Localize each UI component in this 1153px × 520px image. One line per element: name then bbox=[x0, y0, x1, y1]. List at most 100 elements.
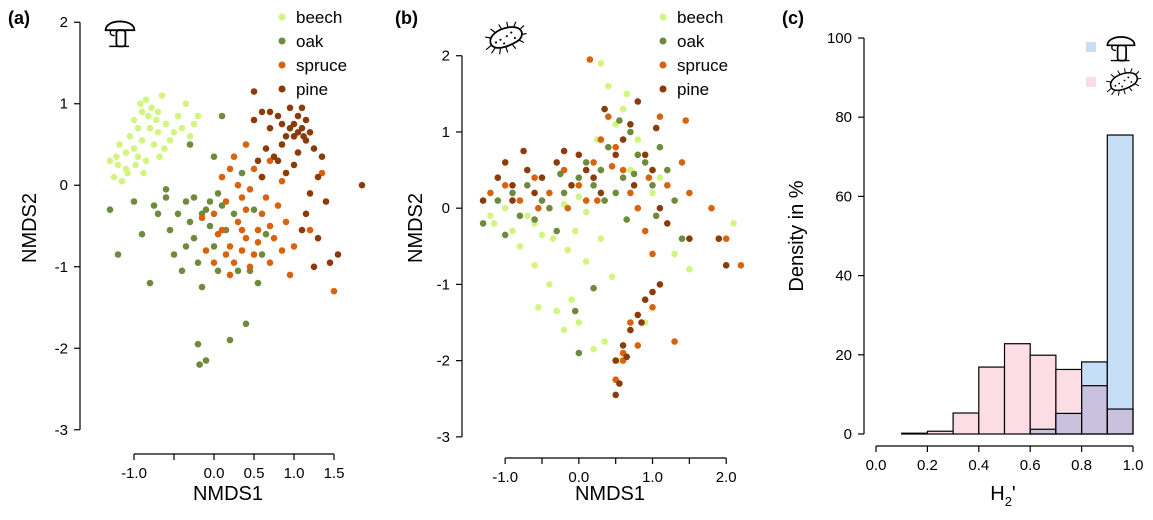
point-pine bbox=[568, 182, 575, 189]
point-spruce bbox=[214, 230, 222, 238]
point-beech bbox=[582, 208, 590, 216]
point-oak bbox=[130, 198, 138, 205]
point-beech bbox=[487, 212, 494, 220]
point-spruce bbox=[708, 204, 715, 212]
y-tick-label: 1 bbox=[442, 124, 450, 141]
point-spruce bbox=[242, 206, 250, 213]
point-pine bbox=[649, 288, 656, 296]
point-oak bbox=[630, 170, 638, 178]
point-pine bbox=[524, 166, 531, 174]
point-beech bbox=[142, 96, 150, 103]
point-oak bbox=[531, 216, 538, 223]
y-tick-label: 0 bbox=[442, 200, 450, 217]
point-spruce bbox=[634, 204, 642, 212]
panel-c: (c) 0.0 0.2 0.4 0.6 0.8 1.0 0 20 40 60 80 100 H2' D… bbox=[782, 8, 1143, 509]
point-pine bbox=[262, 145, 270, 152]
point-spruce bbox=[501, 182, 509, 189]
point-pine bbox=[282, 169, 290, 177]
point-pine bbox=[612, 151, 619, 159]
histogram-bar bbox=[927, 431, 954, 434]
point-pine bbox=[258, 108, 266, 116]
point-spruce bbox=[671, 338, 678, 345]
point-oak bbox=[575, 349, 583, 357]
point-beech bbox=[524, 212, 531, 220]
legend-label-beech: beech bbox=[677, 8, 723, 27]
point-beech bbox=[649, 189, 656, 197]
point-oak bbox=[538, 197, 546, 204]
point-oak bbox=[616, 117, 623, 124]
point-beech bbox=[140, 169, 147, 177]
point-oak bbox=[590, 284, 597, 292]
point-oak bbox=[182, 198, 190, 205]
point-pine bbox=[538, 174, 546, 181]
point-beech bbox=[575, 193, 583, 200]
point-spruce bbox=[590, 159, 597, 166]
histogram-bar bbox=[1081, 361, 1108, 386]
point-oak bbox=[649, 182, 656, 189]
point-spruce bbox=[634, 342, 642, 349]
point-spruce bbox=[230, 259, 238, 267]
point-spruce bbox=[278, 247, 286, 254]
y-tick-label: 40 bbox=[835, 268, 852, 285]
point-pine bbox=[298, 226, 306, 234]
y-tick-label: -2 bbox=[437, 353, 450, 370]
x-tick-label: 0.4 bbox=[968, 457, 989, 474]
x-tick-label: 0.5 bbox=[244, 465, 265, 482]
point-beech bbox=[106, 157, 114, 165]
point-spruce bbox=[262, 194, 270, 201]
point-oak bbox=[509, 189, 516, 197]
legend-marker-beech bbox=[659, 13, 667, 21]
point-pine bbox=[300, 133, 307, 140]
point-spruce bbox=[286, 271, 294, 279]
x-tick-label: -1.0 bbox=[492, 469, 518, 486]
panel-b-ylabel: NMDS2 bbox=[405, 193, 427, 263]
histogram-bar bbox=[978, 367, 1005, 434]
point-pine bbox=[290, 161, 298, 169]
histogram-bar-overlap bbox=[1107, 409, 1133, 434]
point-oak bbox=[250, 206, 258, 213]
point-pine bbox=[250, 116, 258, 124]
x-tick-label: 1.0 bbox=[642, 469, 663, 486]
point-oak bbox=[575, 174, 583, 181]
point-pine bbox=[302, 116, 310, 124]
point-beech bbox=[114, 161, 122, 169]
point-oak bbox=[546, 204, 553, 212]
point-spruce bbox=[649, 304, 656, 311]
point-oak bbox=[254, 279, 262, 287]
point-beech bbox=[535, 304, 542, 311]
y-tick-label: -3 bbox=[55, 422, 68, 439]
point-pine bbox=[601, 105, 608, 113]
panel-a-axes: -1.0 0.0 0.5 1.0 1.5 -3 -2 -1 0 1 2 bbox=[55, 14, 345, 482]
y-tick-label: -2 bbox=[55, 340, 68, 357]
point-oak bbox=[202, 206, 210, 213]
point-pine bbox=[656, 204, 664, 212]
panel-c-legend bbox=[1086, 36, 1142, 97]
point-pine bbox=[520, 147, 527, 155]
point-oak bbox=[601, 197, 608, 204]
x-tick-label: 0.0 bbox=[866, 457, 887, 474]
point-pine bbox=[619, 136, 627, 143]
point-beech bbox=[597, 235, 605, 242]
point-beech bbox=[174, 112, 182, 120]
point-beech bbox=[124, 169, 131, 177]
point-spruce bbox=[238, 226, 246, 234]
point-oak bbox=[210, 153, 218, 160]
point-spruce bbox=[619, 166, 627, 174]
point-oak bbox=[641, 159, 649, 166]
point-pine bbox=[282, 133, 290, 140]
panel-c-bars bbox=[901, 134, 1134, 435]
point-spruce bbox=[722, 235, 730, 242]
y-tick-label: -3 bbox=[437, 429, 450, 446]
y-tick-label: 2 bbox=[442, 48, 450, 65]
point-beech bbox=[597, 60, 605, 67]
point-oak bbox=[202, 357, 210, 364]
point-spruce bbox=[266, 157, 274, 165]
x-tick-label: 1.5 bbox=[324, 465, 345, 482]
point-spruce bbox=[238, 194, 246, 201]
point-beech bbox=[582, 258, 590, 265]
point-spruce bbox=[586, 56, 594, 63]
point-pine bbox=[358, 181, 366, 189]
x-tick-label: 0.6 bbox=[1020, 457, 1041, 474]
panel-a-legend: beech oak spruce pine bbox=[278, 8, 347, 99]
